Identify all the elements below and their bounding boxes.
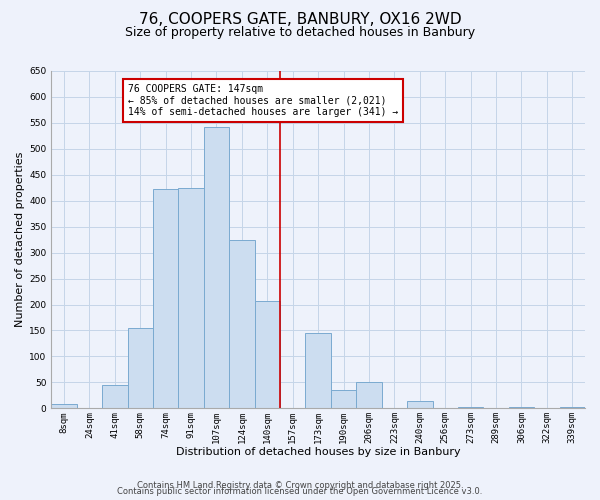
Text: 76 COOPERS GATE: 147sqm
← 85% of detached houses are smaller (2,021)
14% of semi: 76 COOPERS GATE: 147sqm ← 85% of detache…	[128, 84, 398, 117]
Bar	[407, 401, 433, 408]
Bar	[153, 190, 178, 408]
X-axis label: Distribution of detached houses by size in Banbury: Distribution of detached houses by size …	[176, 448, 460, 458]
Y-axis label: Number of detached properties: Number of detached properties	[15, 152, 25, 328]
Bar	[254, 301, 280, 408]
Bar	[356, 382, 382, 408]
Text: 76, COOPERS GATE, BANBURY, OX16 2WD: 76, COOPERS GATE, BANBURY, OX16 2WD	[139, 12, 461, 28]
Bar	[331, 390, 356, 408]
Bar	[51, 404, 77, 408]
Bar	[128, 328, 153, 408]
Text: Contains public sector information licensed under the Open Government Licence v3: Contains public sector information licen…	[118, 488, 482, 496]
Text: Contains HM Land Registry data © Crown copyright and database right 2025.: Contains HM Land Registry data © Crown c…	[137, 480, 463, 490]
Bar	[458, 406, 484, 408]
Text: Size of property relative to detached houses in Banbury: Size of property relative to detached ho…	[125, 26, 475, 39]
Bar	[229, 240, 254, 408]
Bar	[204, 126, 229, 408]
Bar	[305, 333, 331, 408]
Bar	[178, 188, 204, 408]
Bar	[102, 386, 128, 408]
